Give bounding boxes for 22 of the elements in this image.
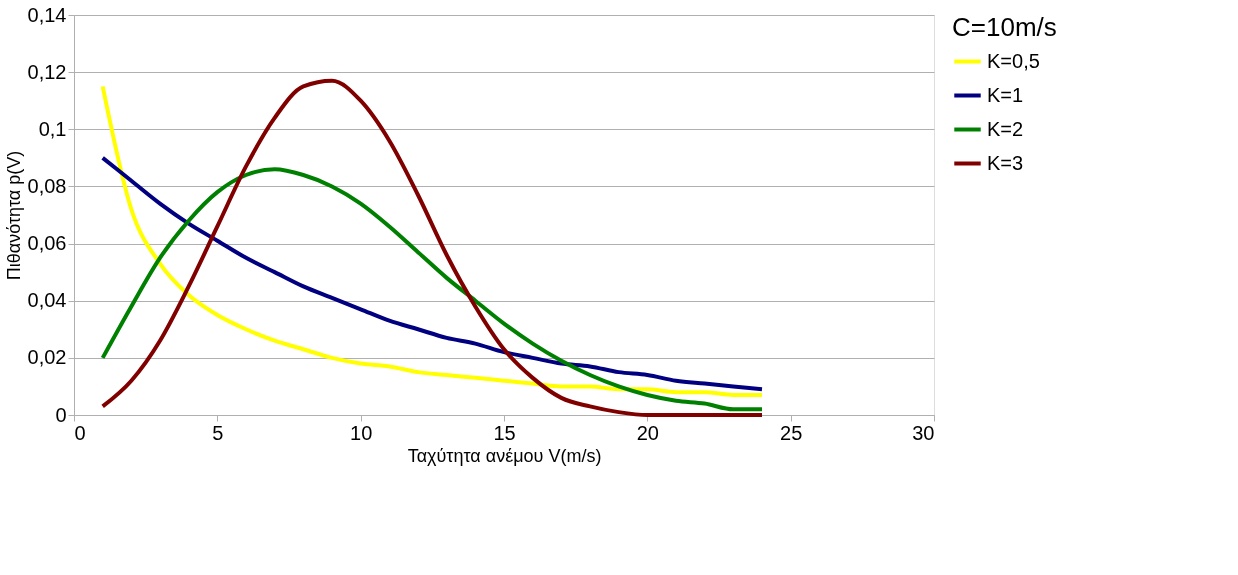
y-tick-label: 0,04 xyxy=(27,289,67,312)
y-tick-label: 0,1 xyxy=(38,117,67,140)
x-tick-label: 0 xyxy=(74,421,86,444)
legend-label: K=3 xyxy=(987,151,1024,174)
y-tick-label: 0,08 xyxy=(27,174,67,197)
legend-label: K=1 xyxy=(987,83,1024,106)
y-tick-label: 0 xyxy=(55,403,67,426)
y-axis-title: Πιθανότητα p(V) xyxy=(3,150,24,281)
x-tick-label: 15 xyxy=(493,421,516,444)
x-tick-label: 10 xyxy=(350,421,373,444)
y-tick-label: 0,02 xyxy=(27,346,67,369)
x-tick-label: 20 xyxy=(636,421,659,444)
x-axis-title: Ταχύτητα ανέμου V(m/s) xyxy=(407,445,602,466)
legend-label: K=2 xyxy=(987,117,1024,140)
legend-title: C=10m/s xyxy=(952,12,1057,42)
x-tick-label: 25 xyxy=(780,421,803,444)
y-tick-label: 0,12 xyxy=(27,60,67,83)
x-tick-label: 30 xyxy=(912,421,935,444)
x-tick-label: 5 xyxy=(212,421,224,444)
y-tick-label: 0,06 xyxy=(27,232,67,255)
y-tick-label: 0,14 xyxy=(27,3,67,26)
legend-label: K=0,5 xyxy=(987,49,1040,72)
